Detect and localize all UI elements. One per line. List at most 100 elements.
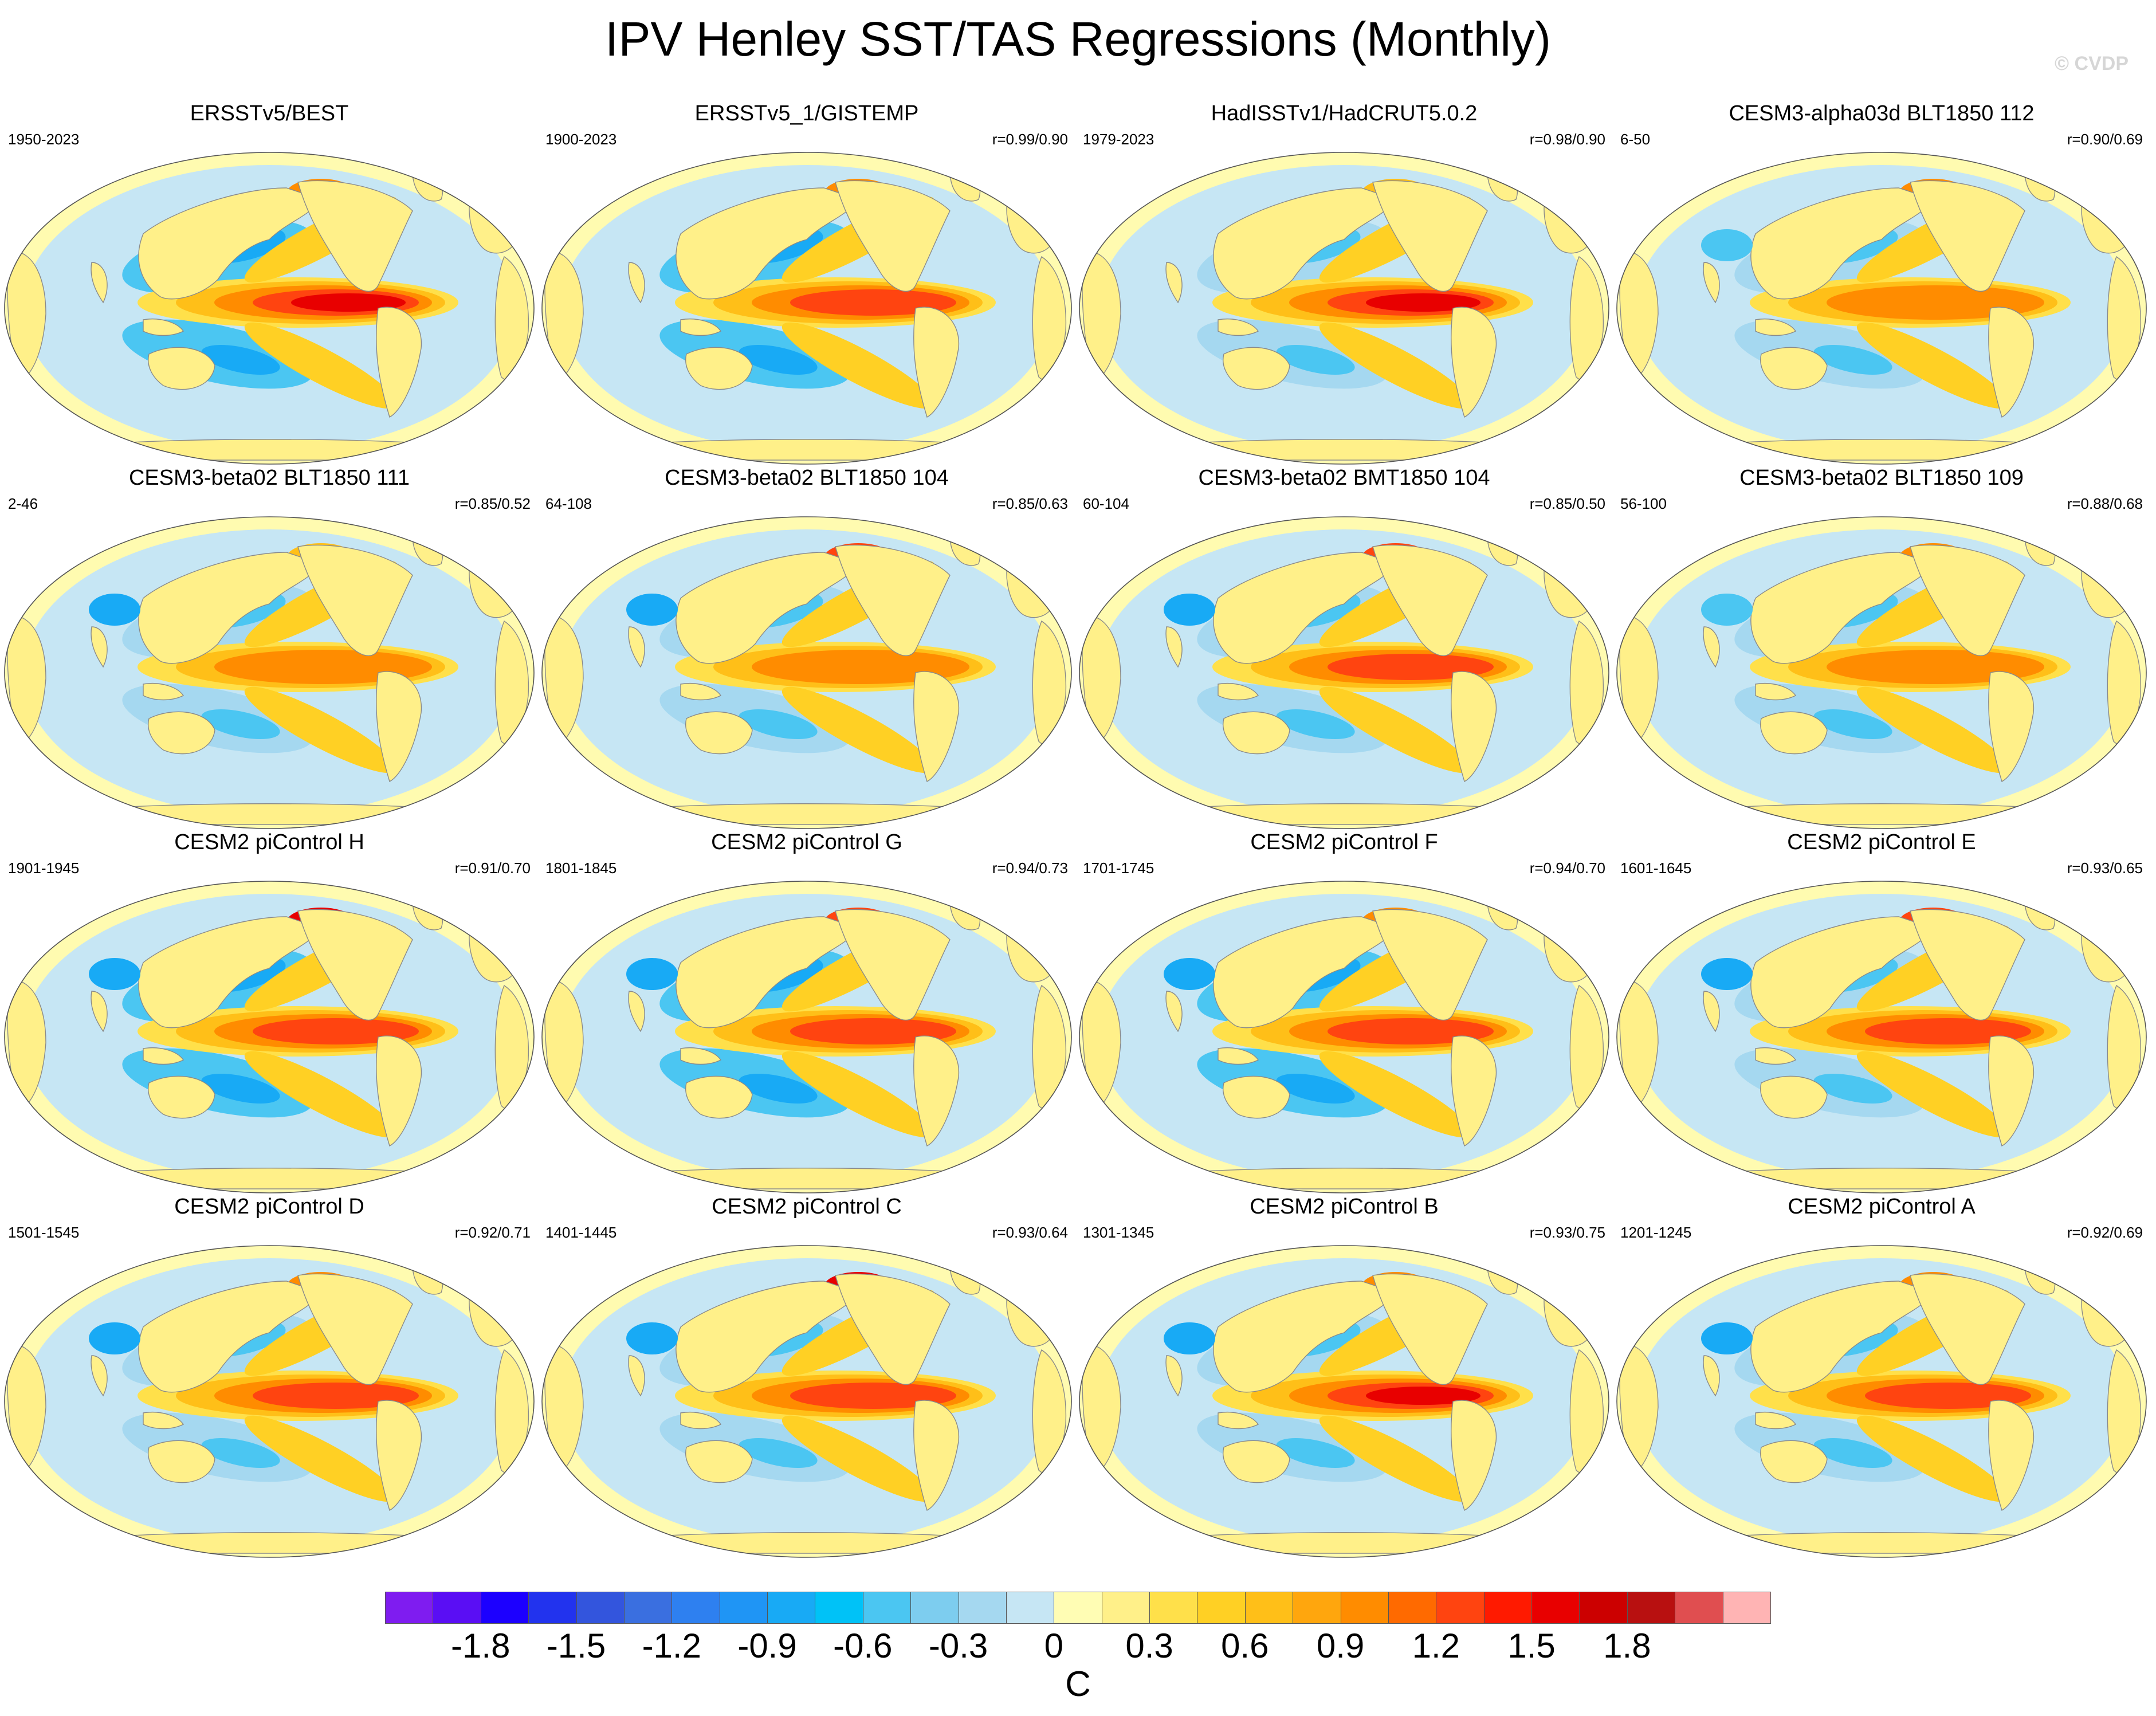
colorbar-box [1722,1592,1771,1624]
panel-years: 1900-2023 [545,131,617,148]
land-asia [1213,552,1397,664]
land-asia [1213,1281,1397,1393]
asia-cold-patch [89,1322,140,1354]
land-maritime [680,1047,722,1065]
land-antarctica [79,803,460,825]
land-antarctica [1691,1168,2072,1189]
panel-years: 2-46 [8,495,38,512]
south-warm-arm [1319,1415,1472,1502]
south-warm-arm [781,686,935,773]
enso-warm-tongue-1.2 [253,1383,419,1409]
regression-map [0,877,539,1197]
colorbar-box [528,1592,577,1624]
land-asia [138,552,322,664]
asia-cold-patch [1701,958,1753,990]
south-pacific-cold-core [1813,1074,1892,1104]
panel-years: 60-104 [1083,495,1129,512]
land-africa [1619,250,1659,383]
panel-title: CESM3-beta02 BMT1850 104 [1198,466,1490,490]
south-warm-arm [1856,322,2010,409]
colorbar-box [862,1592,912,1624]
south-pacific-cold-core [1813,1438,1892,1468]
south-pacific-cold-core [739,1438,818,1468]
enso-warm-tongue-1.2 [790,1018,956,1044]
south-warm-arm [244,322,398,409]
land-namerica [835,544,951,656]
colorbar-box [1579,1592,1628,1624]
land-maritime [1755,1047,1797,1065]
map-panel: CESM3-beta02 BLT1850 109 56-100 r=0.88/0.6… [1612,465,2151,832]
land-antarctica [1154,439,1534,461]
land-africa [1619,979,1659,1112]
map-outline [1079,516,1609,829]
colorbar-box [1483,1592,1533,1624]
land-australia [1223,347,1290,390]
land-india [628,626,645,668]
asia-cold-patch [626,958,678,990]
colorbar-tick-label: 1.8 [1603,1627,1651,1665]
regression-map [0,512,539,833]
asia-cold-patch [1164,1322,1215,1354]
map-panel: ERSSTv5_1/GISTEMP 1900-2023 r=0.99/0.90 [537,101,1076,468]
colorbar-box [576,1592,625,1624]
panel-title: CESM2 piControl E [1787,830,1976,854]
land-antarctica [1154,1168,1534,1189]
land-india [1165,626,1183,668]
map-outline [4,1245,535,1558]
land-samerica [376,1035,422,1146]
land-maritime [1755,1412,1797,1430]
panel-years: 1701-1745 [1083,859,1154,877]
regression-map [1612,877,2151,1197]
regression-map [1075,877,1613,1197]
land-india [1703,1355,1720,1397]
land-samerica [1451,307,1497,418]
colorbar-box [623,1592,673,1624]
land-africa [544,250,584,383]
land-samerica [1451,1035,1497,1146]
asia-cold-patch [89,594,140,626]
map-panel: CESM3-beta02 BLT1850 111 2-46 r=0.85/0.52 [0,465,539,832]
land-india [628,262,645,304]
panel-correlation: r=0.93/0.75 [1529,1224,1605,1241]
land-asia [676,187,859,300]
colorbar-box [1340,1592,1389,1624]
enso-warm-tongue-1.2 [790,1383,956,1409]
colorbar-tick-label: 0.3 [1125,1627,1173,1665]
south-pacific-cold-core [1813,345,1892,375]
regression-map [1612,512,2151,833]
regression-map [1075,1241,1613,1562]
land-asia [138,187,322,300]
land-antarctica [79,1532,460,1554]
land-maritime [680,683,722,701]
south-pacific-cold-core [739,345,818,375]
panel-title: HadISSTv1/HadCRUT5.0.2 [1211,101,1478,125]
panel-correlation: r=0.85/0.50 [1529,495,1605,512]
panel-correlation: r=0.85/0.52 [454,495,531,512]
regression-map [1612,148,2151,469]
map-panel: HadISSTv1/HadCRUT5.0.2 1979-2023 r=0.98/0.… [1075,101,1613,468]
south-warm-arm [244,686,398,773]
regression-map [537,877,1076,1197]
colorbar-tick-label: 0 [1044,1627,1063,1665]
panel-years: 1950-2023 [8,131,80,148]
map-outline [541,152,1072,465]
map-outline [541,881,1072,1193]
colorbar-tick-label: -1.2 [642,1627,701,1665]
land-namerica [1910,180,2025,292]
map-outline [1616,881,2147,1193]
land-namerica [1372,544,1488,656]
south-warm-arm [1856,686,2010,773]
land-samerica [1451,671,1497,782]
panel-title: CESM2 piControl A [1788,1195,1976,1219]
panel-title: CESM3-beta02 BLT1850 111 [128,466,410,490]
land-samerica [376,671,422,782]
map-outline [541,516,1072,829]
land-africa [7,250,46,383]
land-australia [1223,1440,1290,1483]
panel-correlation: r=0.92/0.71 [454,1224,531,1241]
map-outline [1616,1245,2147,1558]
panel-title: CESM2 piControl H [174,830,364,854]
land-namerica [835,180,951,292]
south-warm-arm [781,1415,935,1502]
panel-title: CESM2 piControl F [1250,830,1438,854]
